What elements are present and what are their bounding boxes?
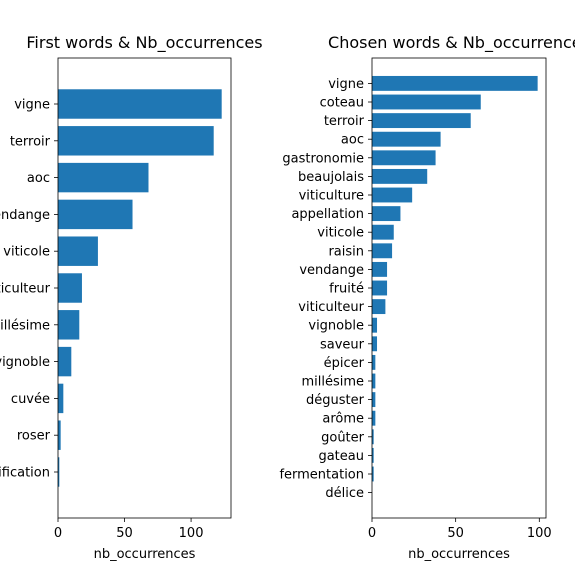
bar-fruité [372, 280, 388, 296]
y-tick-label: raisin [328, 244, 364, 259]
bar-viticole [372, 224, 394, 240]
y-tick-label: aoc [341, 133, 364, 148]
x-tick-label: 100 [527, 526, 552, 541]
y-tick-label: vigne [14, 98, 50, 113]
y-tick-label: cuvée [11, 392, 50, 407]
y-tick-label: terroir [324, 114, 365, 129]
bar-aoc [58, 162, 149, 193]
bar-aoc [372, 131, 441, 147]
y-tick-label: millésime [301, 375, 364, 390]
y-tick-label: aoc [27, 171, 50, 186]
bar-vendange [58, 199, 133, 230]
bar-viticulteur [58, 273, 82, 303]
bar-terroir [58, 126, 214, 156]
y-tick-label: délice [325, 486, 364, 501]
y-tick-label: fruité [329, 282, 364, 297]
bar-vignoble [372, 317, 378, 333]
y-tick-label: vendange [299, 263, 364, 278]
bar-millésime [58, 310, 80, 340]
bar-gateau [372, 447, 374, 463]
bar-viticulture [372, 187, 413, 203]
y-tick-label: vendange [0, 208, 50, 223]
y-tick-label: saveur [320, 337, 365, 352]
bar-raisin [372, 243, 393, 259]
bar-vigne [372, 75, 538, 91]
y-tick-label: viticulteur [298, 300, 364, 315]
y-tick-label: viticole [317, 226, 364, 241]
bar-déguster [372, 392, 376, 408]
chart-2-frame [371, 57, 547, 519]
y-tick-label: viticulteur [0, 282, 51, 297]
y-tick-label: beaujolais [298, 170, 364, 185]
y-tick-label: fermentation [279, 468, 364, 483]
bar-beaujolais [372, 168, 428, 184]
bar-vignoble [58, 346, 72, 377]
y-tick-label: coteau [320, 96, 364, 111]
bar-arôme [372, 410, 376, 426]
bar-gastronomie [372, 150, 436, 166]
x-tick-label: 100 [179, 526, 204, 541]
y-tick-label: déguster [306, 393, 365, 408]
x-tick-label: 50 [116, 526, 133, 541]
bar-roser [58, 420, 61, 450]
bar-cuvée [58, 383, 64, 414]
chart-1-title: First words & Nb_occurrences [26, 33, 262, 53]
chart-1-xlabel: nb_occurrences [94, 547, 196, 562]
chart-1-frame [57, 57, 232, 519]
y-tick-label: appellation [291, 207, 364, 222]
chart-2-xlabel: nb_occurrences [408, 547, 510, 562]
y-tick-label: vignoble [0, 355, 50, 370]
chart-2-title: Chosen words & Nb_occurrences [328, 33, 575, 53]
y-tick-label: vignoble [308, 319, 364, 334]
y-tick-label: viticulture [299, 189, 364, 204]
bar-épicer [372, 354, 376, 370]
y-tick-label: arôme [322, 412, 364, 427]
y-tick-label: terroir [10, 134, 51, 149]
y-tick-label: goûter [321, 430, 365, 445]
x-tick-label: 0 [54, 526, 62, 541]
x-tick-label: 0 [368, 526, 376, 541]
y-tick-label: épicer [324, 356, 365, 371]
bar-viticole [58, 236, 98, 266]
bar-fermentation [372, 466, 374, 482]
bar-terroir [372, 113, 471, 129]
bar-vinification [58, 457, 60, 487]
y-tick-label: vigne [328, 77, 364, 92]
y-tick-label: viticole [3, 245, 50, 260]
y-tick-label: vinification [0, 466, 50, 481]
bar-viticulteur [372, 299, 386, 315]
y-tick-label: millésime [0, 318, 50, 333]
y-tick-label: gastronomie [282, 151, 364, 166]
bar-appellation [372, 206, 401, 222]
bar-goûter [372, 429, 374, 445]
bar-millésime [372, 373, 376, 389]
bar-vendange [372, 261, 388, 277]
bar-vigne [58, 89, 222, 119]
bar-saveur [372, 336, 378, 352]
y-tick-label: roser [17, 429, 51, 444]
bar-coteau [372, 94, 481, 110]
y-tick-label: gateau [318, 449, 364, 464]
x-tick-label: 50 [447, 526, 464, 541]
